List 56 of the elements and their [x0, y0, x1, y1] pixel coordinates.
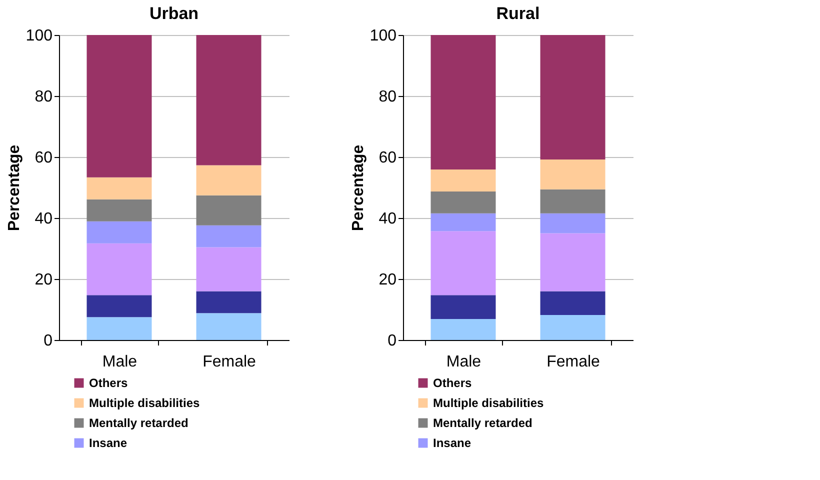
- bar: [540, 213, 606, 234]
- bar: [86, 221, 152, 244]
- legend-label: Insane: [89, 436, 128, 450]
- bar: [86, 177, 152, 200]
- bar: [430, 191, 496, 214]
- y-axis-title: Percentage: [350, 144, 367, 232]
- bar: [196, 313, 262, 340]
- bar: [196, 225, 262, 248]
- y-axis-title: Percentage: [6, 144, 23, 232]
- bar: [86, 295, 152, 318]
- x-tick-label: Female: [202, 354, 256, 370]
- legend-label: Others: [433, 376, 472, 390]
- bar: [540, 35, 606, 160]
- bar: [86, 243, 152, 296]
- bar: [196, 291, 262, 314]
- y-tick-label: 80: [378, 88, 397, 106]
- bar: [430, 318, 496, 340]
- bar: [196, 165, 262, 196]
- bar: [196, 35, 262, 166]
- bar: [430, 295, 496, 319]
- bar: [540, 159, 606, 190]
- y-tick-label: 100: [370, 28, 397, 44]
- y-tick-label: 40: [34, 210, 53, 228]
- legend-label: Mentally retarded: [89, 416, 188, 430]
- y-tick-label: 60: [378, 150, 397, 166]
- y-tick-label: 0: [44, 332, 53, 350]
- bar: [430, 231, 496, 296]
- bar: [540, 314, 606, 340]
- bar: [196, 195, 262, 226]
- legend-label: Multiple disabilities: [433, 396, 544, 410]
- legend-label: Mentally retarded: [433, 416, 532, 430]
- x-tick-label: Female: [546, 354, 600, 370]
- y-tick-label: 60: [34, 150, 53, 166]
- y-tick-label: 20: [34, 272, 53, 288]
- bar: [430, 35, 496, 170]
- bar: [430, 213, 496, 232]
- y-tick-label: 0: [388, 332, 397, 350]
- bar: [196, 247, 262, 292]
- y-tick-label: 80: [34, 88, 53, 106]
- x-tick-label: Male: [102, 354, 138, 370]
- legend-label: Others: [89, 376, 128, 390]
- bar: [430, 170, 496, 192]
- bar: [86, 317, 152, 340]
- bar: [540, 233, 606, 292]
- chart-title: Urban: [149, 4, 199, 23]
- y-tick-label: 100: [26, 28, 53, 44]
- bar: [86, 199, 152, 222]
- x-tick-label: Male: [446, 354, 482, 370]
- bar: [540, 291, 606, 315]
- bar: [86, 35, 152, 178]
- y-tick-label: 40: [378, 210, 397, 228]
- y-tick-label: 20: [378, 272, 397, 288]
- legend-label: Insane: [433, 436, 472, 450]
- bar: [540, 189, 606, 214]
- legend-label: Multiple disabilities: [89, 396, 200, 410]
- chart-title: Rural: [496, 4, 540, 23]
